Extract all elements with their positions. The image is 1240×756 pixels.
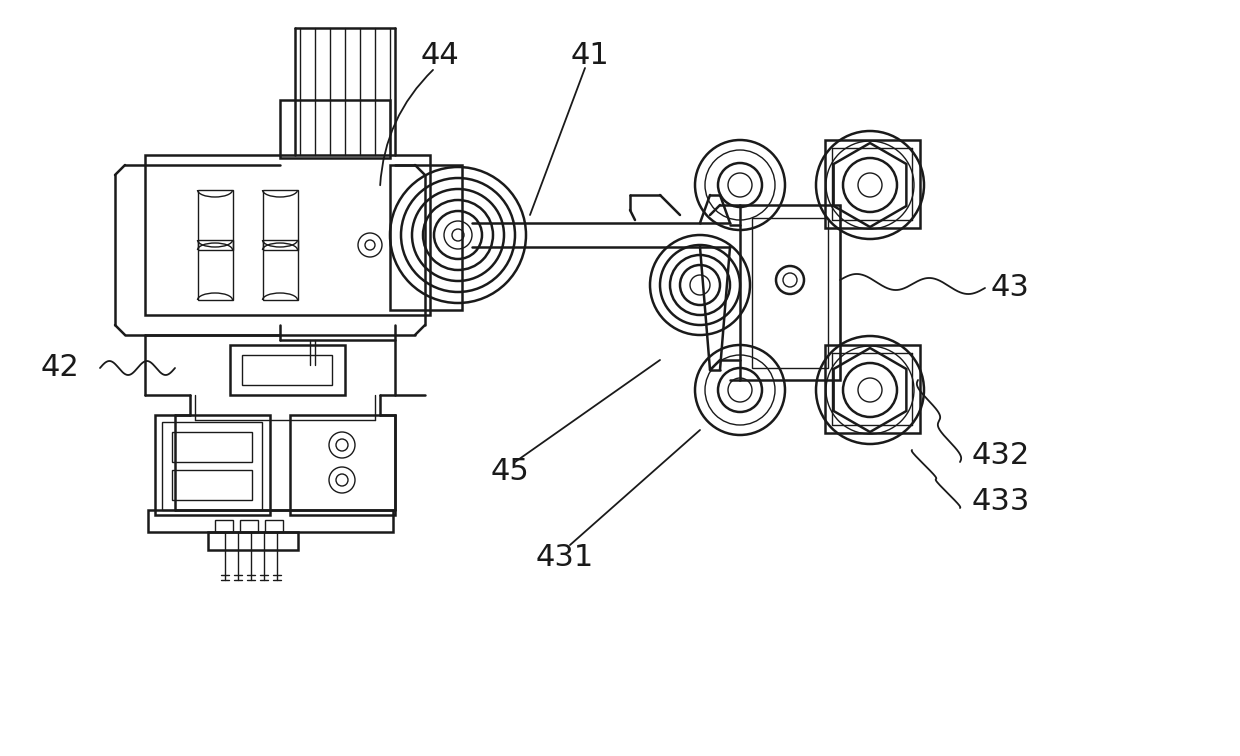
Bar <box>740 205 839 380</box>
Bar <box>825 140 920 228</box>
Bar <box>391 165 463 310</box>
Bar <box>751 218 828 368</box>
Bar <box>162 422 262 510</box>
Bar <box>229 345 345 395</box>
Bar <box>265 520 283 532</box>
Bar <box>280 100 391 158</box>
Text: 433: 433 <box>972 488 1030 516</box>
Bar <box>155 415 270 515</box>
Text: 43: 43 <box>991 274 1029 302</box>
Text: 41: 41 <box>570 41 609 70</box>
Bar <box>290 415 396 515</box>
Bar <box>263 190 298 250</box>
Bar <box>215 520 233 532</box>
Bar <box>825 345 920 433</box>
Bar <box>198 190 233 250</box>
Text: 431: 431 <box>536 544 594 572</box>
Bar <box>263 240 298 300</box>
Bar <box>208 532 298 550</box>
Bar <box>172 432 252 462</box>
Bar <box>241 520 258 532</box>
Bar <box>145 155 430 315</box>
Bar <box>172 470 252 500</box>
Text: 42: 42 <box>41 354 79 383</box>
Bar <box>198 240 233 300</box>
Bar <box>242 355 332 385</box>
Bar <box>148 510 393 532</box>
Text: 45: 45 <box>491 457 529 487</box>
Text: 44: 44 <box>420 41 459 70</box>
Text: 432: 432 <box>972 441 1030 469</box>
